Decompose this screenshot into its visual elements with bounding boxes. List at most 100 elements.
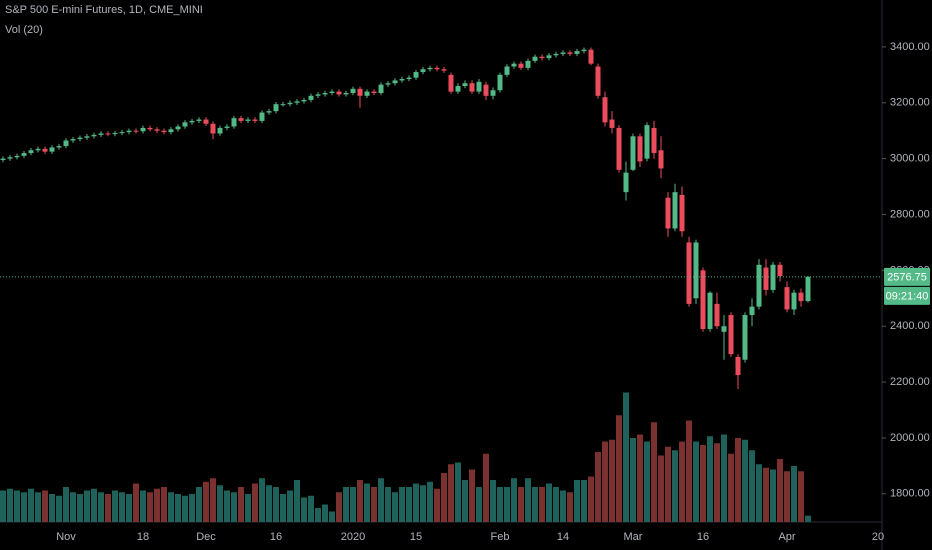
candle-body — [14, 155, 20, 158]
y-tick-label: 2200.00 — [890, 376, 930, 388]
volume-bar — [161, 487, 167, 522]
candle-body — [371, 91, 377, 94]
volume-bar — [196, 487, 202, 522]
y-tick-label: 2000.00 — [890, 432, 930, 444]
candle-body — [266, 111, 272, 113]
candle-body — [350, 88, 356, 94]
candle-body — [518, 63, 524, 68]
candle-body — [259, 112, 265, 121]
candle-body — [231, 118, 237, 127]
volume-bar — [105, 494, 111, 522]
candle-body — [280, 104, 286, 106]
volume-bar — [546, 483, 552, 522]
candle-body — [161, 130, 167, 133]
volume-bar — [728, 453, 734, 522]
volume-bar — [700, 445, 706, 522]
candle-body — [497, 74, 503, 91]
volume-bar — [714, 443, 720, 522]
volume-bar — [266, 485, 272, 522]
x-tick-label: 20 — [872, 531, 884, 543]
volume-bar — [490, 480, 496, 522]
candle-body — [525, 60, 531, 68]
volume-bar — [462, 480, 468, 522]
candle-body — [252, 119, 258, 121]
volume-bar — [343, 487, 349, 522]
candle-body — [763, 267, 769, 290]
candle-body — [294, 101, 300, 103]
candle-body — [665, 197, 671, 229]
volume-bar — [805, 515, 811, 522]
candle-body — [98, 133, 104, 135]
candle-body — [693, 242, 699, 299]
volume-bar — [42, 490, 48, 522]
volume-bar — [322, 504, 328, 522]
candle-body — [511, 63, 517, 67]
candle-body — [595, 66, 601, 96]
candle-body — [707, 292, 713, 330]
candle-body — [637, 136, 643, 162]
candle-body — [392, 80, 398, 84]
volume-bar — [0, 490, 6, 522]
candle-body — [301, 99, 307, 102]
volume-bar — [777, 459, 783, 522]
volume-bar — [168, 492, 174, 522]
x-tick-label: Apr — [778, 531, 795, 543]
chart-title: S&P 500 E-mini Futures, 1D, CME_MINI — [5, 4, 203, 16]
candle-body — [385, 83, 391, 85]
volume-bar — [644, 441, 650, 522]
candle-body — [728, 315, 734, 355]
x-tick-label: Nov — [56, 531, 76, 543]
volume-bar — [770, 469, 776, 522]
candle-body — [658, 150, 664, 169]
volume-bar — [735, 438, 741, 522]
volume-bar — [532, 487, 538, 522]
candle-body — [448, 74, 454, 92]
volume-bar — [56, 495, 62, 522]
candle-body — [469, 83, 475, 92]
candle-body — [672, 192, 678, 229]
volume-bar — [224, 490, 230, 522]
volume-bar — [511, 478, 517, 522]
volume-bar — [140, 490, 146, 522]
candle-body — [609, 119, 615, 128]
volume-bar — [791, 466, 797, 522]
candle-body — [770, 264, 776, 290]
candle-body — [483, 84, 489, 96]
volume-bar — [49, 494, 55, 522]
candle-body — [441, 69, 447, 71]
volume-bar — [420, 485, 426, 522]
candle-body — [245, 119, 251, 121]
volume-bar — [672, 450, 678, 522]
volume-bar — [70, 492, 76, 522]
volume-bar — [749, 450, 755, 522]
volume-bar — [126, 494, 132, 522]
candle-body — [203, 119, 209, 124]
volume-bar — [665, 446, 671, 522]
y-tick-label: 1800.00 — [890, 488, 930, 500]
y-tick-label: 3400.00 — [890, 41, 930, 53]
candle-body — [217, 127, 223, 134]
candle-body — [84, 136, 90, 138]
candle-body — [77, 137, 83, 140]
candle-body — [581, 49, 587, 52]
candle-body — [322, 93, 328, 95]
volume-bar — [434, 488, 440, 522]
candle-body — [336, 91, 342, 95]
volume-bar — [448, 464, 454, 522]
candle-body — [630, 136, 636, 170]
volume-bar — [98, 492, 104, 522]
volume-bar — [301, 497, 307, 522]
volume-bar — [63, 487, 69, 522]
volume-bar — [231, 492, 237, 522]
volume-bar — [630, 438, 636, 522]
candle-body — [308, 95, 314, 100]
candle-body — [777, 264, 783, 276]
candle-body — [343, 93, 349, 95]
volume-bar — [560, 490, 566, 522]
volume-bar — [595, 452, 601, 522]
candle-body — [420, 69, 426, 73]
candle-body — [364, 91, 370, 96]
candle-body — [644, 125, 650, 159]
y-tick-label: 2800.00 — [890, 208, 930, 220]
